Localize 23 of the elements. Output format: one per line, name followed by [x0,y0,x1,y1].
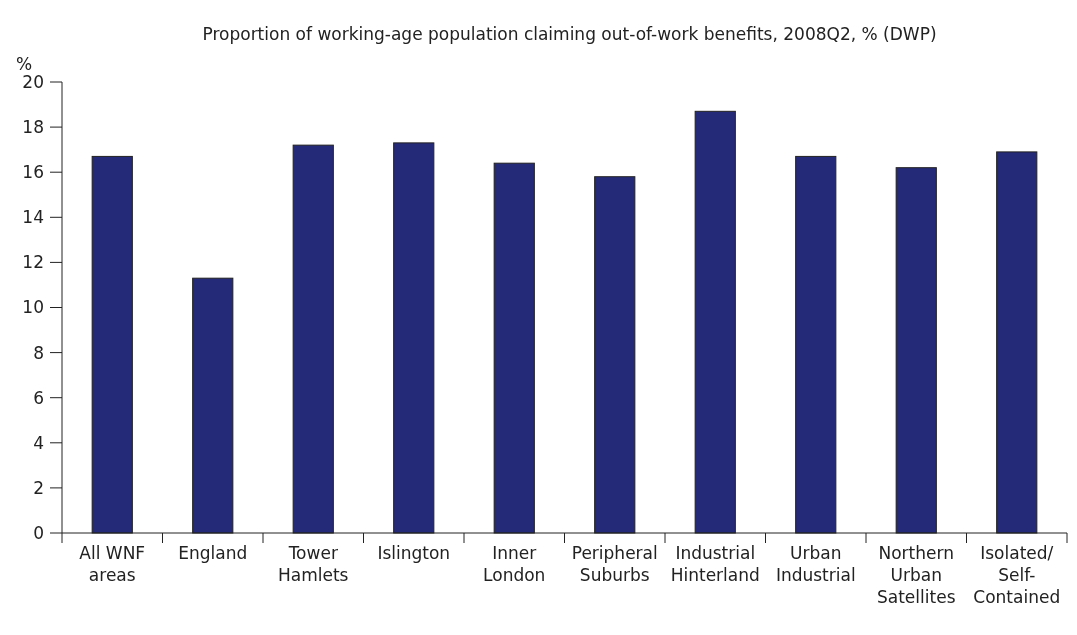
x-tick-label: Peripheral Suburbs [571,543,658,585]
y-axis-title: % [16,54,33,74]
y-tick-label: 14 [22,207,44,228]
y-tick-label: 20 [22,71,44,92]
y-tick-label: 10 [22,297,44,318]
y-tick-label: 8 [33,342,44,363]
chart-title: Proportion of working-age population claiming out-of-work benefits, 2008Q2, % (DWP) [202,24,937,44]
x-tick-label: Industrial Hinterland [670,543,760,585]
x-tick-label: Islington [377,543,451,563]
x-tick-label: Inner London [483,543,546,585]
x-tick-label: Isolated/Self-Contained [973,543,1061,607]
x-tick-label: Tower Hamlets [278,543,349,585]
y-tick-label: 0 [33,522,44,543]
y-tick-label: 4 [33,432,44,453]
y-tick-label: 18 [22,117,44,138]
y-tick-label: 2 [33,477,44,498]
y-tick-label: 12 [22,252,44,273]
x-tick-label: Urban Industrial [775,543,856,585]
y-tick-label: 6 [33,387,44,408]
y-tick-label: 16 [22,162,44,183]
x-tick-label: All WNF areas [79,543,146,585]
x-tick-label: England [178,543,248,563]
x-tick-label: Northern Urban Satellites [877,543,956,607]
